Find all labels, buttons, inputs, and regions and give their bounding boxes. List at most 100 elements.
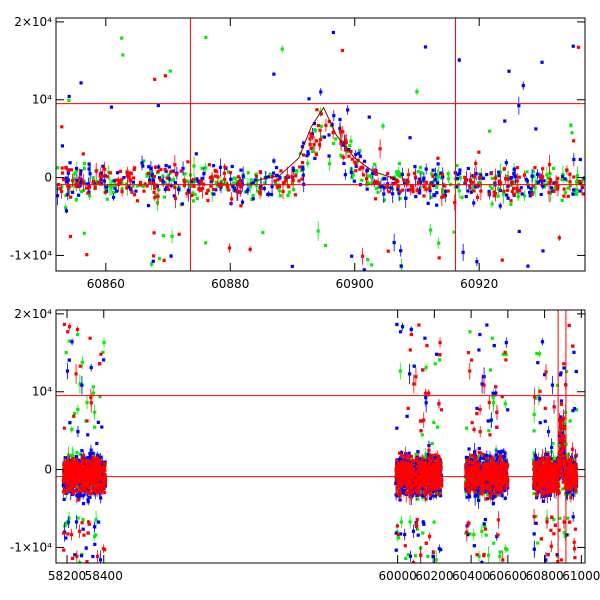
red-data-point — [239, 204, 243, 208]
blue-data-point — [379, 184, 383, 188]
blue-data-point — [504, 161, 508, 165]
red-data-point — [275, 185, 279, 189]
blue-data-point — [74, 520, 79, 524]
green-data-point — [458, 176, 462, 180]
blue-data-point — [349, 170, 353, 174]
blue-data-point — [395, 426, 399, 430]
blue-data-point — [81, 527, 85, 531]
blue-data-point — [479, 464, 483, 469]
blue-data-point — [81, 501, 86, 506]
green-data-point — [72, 177, 76, 181]
blue-data-point — [301, 167, 305, 171]
red-data-point — [277, 184, 282, 189]
green-data-point — [483, 524, 487, 528]
blue-data-point — [471, 174, 475, 178]
blue-data-point — [357, 151, 361, 155]
blue-data-point — [352, 179, 356, 183]
green-data-point — [67, 339, 71, 343]
blue-data-point — [400, 172, 404, 177]
blue-data-point — [150, 173, 154, 177]
red-data-point — [169, 170, 173, 174]
green-data-point — [145, 174, 149, 178]
blue-data-point — [406, 188, 410, 192]
red-data-point — [114, 178, 118, 182]
blue-data-point — [421, 178, 426, 182]
blue-data-point — [272, 159, 276, 163]
red-data-point — [130, 190, 134, 194]
red-data-point — [273, 179, 277, 183]
red-data-point — [208, 176, 212, 180]
blue-data-point — [480, 561, 484, 563]
red-data-point — [547, 190, 551, 195]
blue-data-point — [527, 185, 531, 189]
red-data-point — [394, 180, 398, 185]
green-data-point — [64, 350, 68, 355]
blue-data-point — [103, 174, 107, 178]
red-data-point — [120, 190, 124, 194]
green-data-point — [98, 395, 102, 399]
blue-data-point — [147, 165, 151, 169]
blue-data-point — [512, 171, 516, 176]
blue-data-point — [433, 494, 437, 498]
top-panel-points — [56, 30, 585, 271]
red-data-point — [374, 179, 378, 184]
blue-data-point — [68, 161, 72, 165]
blue-data-point — [109, 105, 114, 109]
green-data-point — [553, 457, 557, 461]
red-data-point — [78, 176, 82, 180]
red-data-point — [515, 166, 519, 170]
red-data-point — [182, 178, 186, 182]
blue-data-point — [301, 165, 305, 169]
red-data-point — [341, 130, 345, 134]
blue-data-point — [494, 391, 498, 395]
green-data-point — [468, 532, 472, 536]
blue-data-point — [241, 174, 245, 178]
green-data-point — [56, 187, 60, 191]
blue-data-point — [346, 108, 350, 112]
red-data-point — [556, 184, 560, 189]
blue-data-point — [342, 141, 347, 145]
green-data-point — [532, 491, 536, 496]
red-data-point — [479, 189, 483, 193]
green-data-point — [504, 547, 508, 551]
green-data-point — [67, 516, 71, 520]
blue-data-point — [66, 171, 70, 175]
blue-data-point — [63, 456, 67, 460]
red-data-point — [477, 150, 481, 154]
red-data-point — [442, 195, 446, 199]
blue-data-point — [84, 546, 88, 550]
red-data-point — [411, 190, 415, 194]
red-data-point — [198, 188, 202, 192]
blue-data-point — [505, 193, 509, 197]
red-data-point — [538, 175, 543, 179]
blue-data-point — [262, 186, 266, 191]
red-data-point — [317, 143, 322, 147]
blue-data-point — [111, 195, 116, 199]
red-data-point — [207, 163, 211, 167]
blue-data-point — [290, 264, 294, 268]
red-data-point — [347, 154, 351, 158]
red-data-point — [413, 175, 417, 179]
red-data-point — [290, 175, 294, 179]
blue-data-point — [402, 181, 407, 186]
blue-data-point — [98, 481, 102, 485]
red-data-point — [415, 188, 419, 192]
green-data-point — [426, 554, 430, 559]
green-data-point — [172, 184, 176, 188]
blue-data-point — [64, 176, 68, 180]
blue-data-point — [269, 192, 274, 197]
green-data-point — [423, 455, 428, 459]
red-data-point — [287, 185, 291, 189]
green-data-point — [113, 183, 118, 188]
green-data-point — [434, 558, 438, 562]
green-data-point — [323, 243, 328, 248]
red-data-point — [319, 112, 323, 116]
red-data-point — [576, 45, 581, 49]
red-data-point — [547, 162, 552, 167]
red-data-point — [156, 169, 160, 174]
red-data-point — [190, 193, 194, 198]
blue-data-point — [466, 533, 470, 537]
red-data-point — [75, 181, 79, 185]
green-data-point — [124, 182, 129, 186]
red-data-point — [153, 165, 158, 169]
